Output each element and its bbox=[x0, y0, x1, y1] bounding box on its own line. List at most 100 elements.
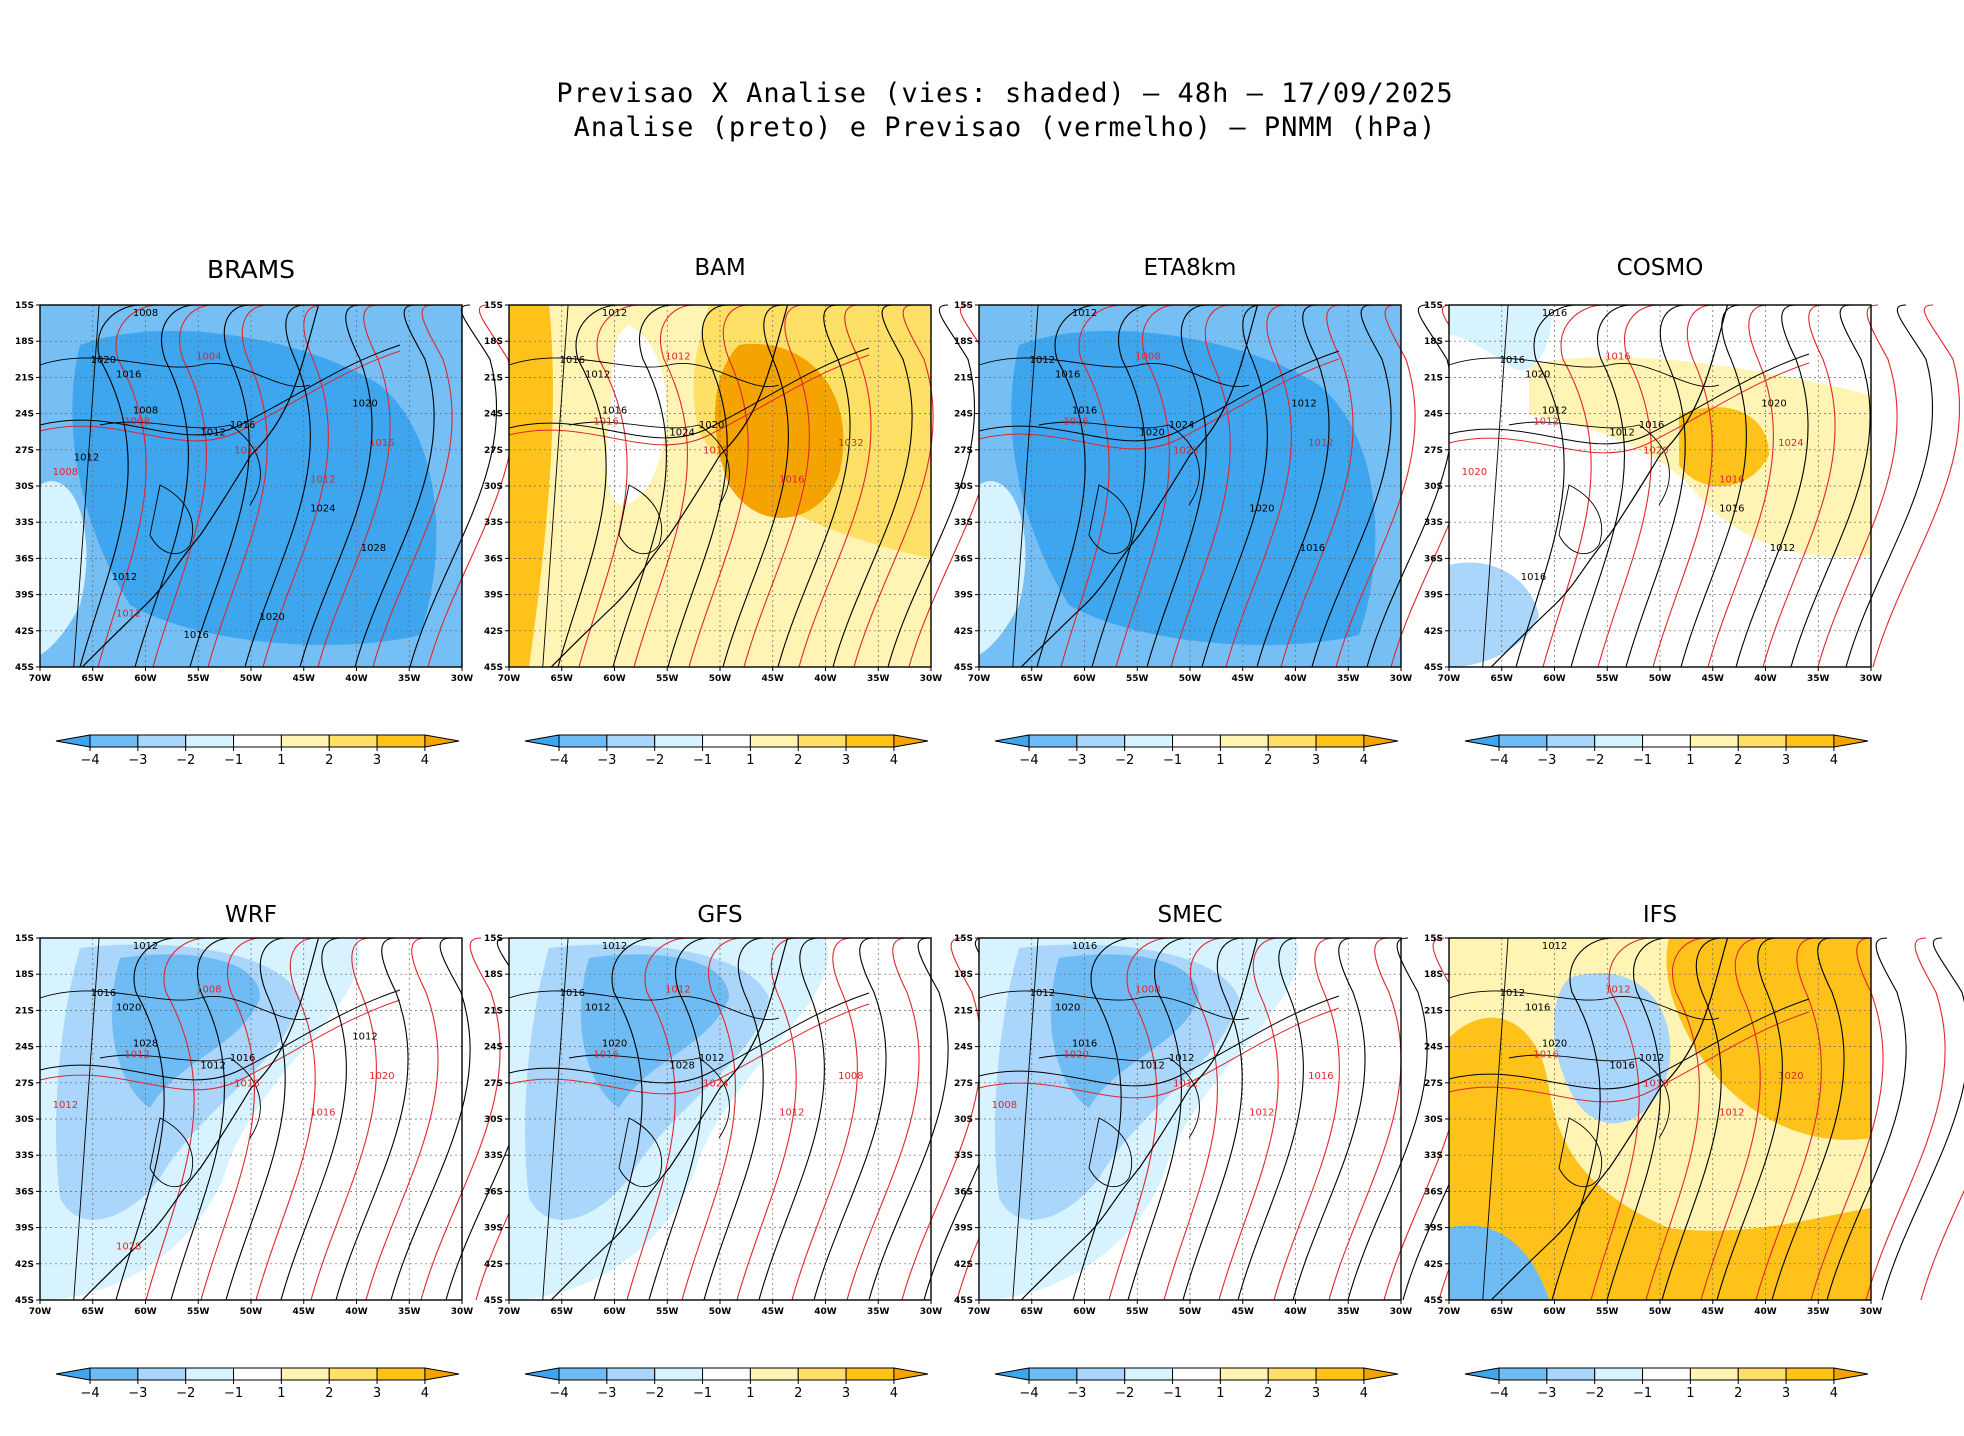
colorbar-tick-label: 2 bbox=[325, 753, 333, 768]
colorbar-segment bbox=[89, 734, 139, 748]
colorbar-tick-label: 4 bbox=[421, 753, 429, 768]
colorbar-segment bbox=[749, 734, 799, 748]
colorbar-tick-label: −3 bbox=[1067, 1386, 1086, 1401]
lon-tick-label: 30W bbox=[920, 1307, 943, 1317]
colorbar-tick-label: 3 bbox=[1312, 1386, 1320, 1401]
colorbar-segment bbox=[702, 734, 751, 748]
colorbar-tick-label: 3 bbox=[1312, 753, 1320, 768]
analysis-contour-label: 1016 bbox=[1072, 406, 1097, 417]
forecast-contour-label: 1012 bbox=[124, 1049, 149, 1060]
colorbar-tick-label: −4 bbox=[80, 753, 99, 768]
colorbar-tick-label: 3 bbox=[373, 1386, 381, 1401]
colorbar-segment bbox=[1642, 734, 1691, 748]
lat-tick-label: 30S bbox=[484, 482, 503, 492]
analysis-contour-label: 1012 bbox=[112, 572, 137, 583]
forecast-contour-label: 1016 bbox=[1308, 1071, 1333, 1082]
lat-tick-label: 39S bbox=[954, 1224, 973, 1234]
colorbar-tick-label: −2 bbox=[1115, 753, 1134, 768]
map-panel-ifs: 1012101210161020101610121012101610161020… bbox=[1424, 934, 1964, 1317]
analysis-contour-label: 1024 bbox=[1169, 420, 1194, 431]
lat-tick-label: 30S bbox=[15, 482, 34, 492]
analysis-contour-label: 1020 bbox=[1139, 427, 1164, 438]
analysis-contour-label: 1012 bbox=[699, 1053, 724, 1064]
lon-tick-label: 45W bbox=[293, 1307, 316, 1317]
lon-tick-label: 55W bbox=[1126, 1307, 1149, 1317]
colorbar-tick-label: −4 bbox=[1489, 1386, 1508, 1401]
lat-tick-label: 24S bbox=[954, 1043, 973, 1053]
lat-tick-label: 24S bbox=[15, 1043, 34, 1053]
lat-tick-label: 42S bbox=[484, 1260, 503, 1270]
colorbar-tick-label: −4 bbox=[549, 753, 568, 768]
lat-tick-label: 15S bbox=[1424, 301, 1443, 311]
colorbar-segment bbox=[558, 734, 608, 748]
colorbar-tick-label: 4 bbox=[1830, 753, 1838, 768]
figure-title-line-1: Previsao X Analise (vies: shaded) — 48h … bbox=[556, 78, 1454, 109]
lon-tick-label: 50W bbox=[1179, 674, 1202, 684]
colorbar-tick-label: 1 bbox=[746, 753, 754, 768]
lat-tick-label: 27S bbox=[15, 446, 34, 456]
analysis-contour-label: 1012 bbox=[585, 1002, 610, 1013]
lon-tick-label: 60W bbox=[134, 1307, 157, 1317]
panel-title-cosmo: COSMO bbox=[1616, 255, 1704, 281]
analysis-contours bbox=[508, 304, 976, 668]
colorbar-segment bbox=[1124, 734, 1174, 748]
analysis-contour-label: 1016 bbox=[183, 630, 208, 641]
lon-tick-label: 60W bbox=[1543, 1307, 1566, 1317]
analysis-contour-label: 1012 bbox=[1639, 1053, 1664, 1064]
colorbar-tick-label: −4 bbox=[80, 1386, 99, 1401]
analysis-contour-label: 1016 bbox=[1719, 503, 1744, 514]
colorbar-tick-label: 1 bbox=[1686, 753, 1694, 768]
lon-tick-label: 65W bbox=[551, 1307, 574, 1317]
lon-tick-label: 55W bbox=[187, 1307, 210, 1317]
colorbar-tick-label: −3 bbox=[597, 1386, 616, 1401]
lat-tick-label: 36S bbox=[1424, 1187, 1443, 1197]
lon-tick-label: 65W bbox=[82, 674, 105, 684]
analysis-contour-label: 1012 bbox=[1770, 543, 1795, 554]
colorbar-tick-label: −3 bbox=[1067, 753, 1086, 768]
forecast-contour-label: 1004 bbox=[196, 351, 221, 362]
lat-tick-label: 15S bbox=[15, 934, 34, 944]
lat-tick-label: 36S bbox=[954, 554, 973, 564]
lat-tick-label: 33S bbox=[1424, 1151, 1443, 1161]
colorbar-segment bbox=[233, 734, 282, 748]
analysis-contour-label: 1012 bbox=[74, 453, 99, 464]
analysis-contour-label: 1024 bbox=[310, 503, 335, 514]
colorbar-segment bbox=[1689, 1367, 1739, 1381]
colorbar-segment bbox=[233, 1367, 282, 1381]
analysis-contour-label: 1028 bbox=[669, 1060, 694, 1071]
lon-tick-label: 60W bbox=[1543, 674, 1566, 684]
lon-tick-label: 70W bbox=[968, 1307, 991, 1317]
lat-tick-label: 45S bbox=[15, 663, 34, 673]
colorbar-segment bbox=[1124, 1367, 1174, 1381]
colorbar-tick-label: 1 bbox=[1216, 753, 1224, 768]
colorbar-wrf: −4 −3 −2 −1 1 2 3 4 bbox=[55, 1367, 460, 1401]
lat-tick-label: 36S bbox=[15, 554, 34, 564]
lat-tick-label: 24S bbox=[1424, 1043, 1443, 1053]
lat-tick-label: 18S bbox=[1424, 337, 1443, 347]
forecast-contours bbox=[1448, 937, 1964, 1301]
lat-tick-label: 24S bbox=[484, 1043, 503, 1053]
analysis-contour-label: 1012 bbox=[602, 308, 627, 319]
forecast-contour-label: 1016 bbox=[593, 416, 618, 427]
lon-tick-label: 70W bbox=[968, 674, 991, 684]
map-panel-brams: 1008102010161008101210161020102410281012… bbox=[15, 301, 516, 684]
panel-title-wrf: WRF bbox=[225, 902, 277, 928]
lat-tick-label: 45S bbox=[1424, 663, 1443, 673]
lat-tick-label: 30S bbox=[954, 1115, 973, 1125]
lon-tick-label: 60W bbox=[603, 674, 626, 684]
forecast-contour-label: 1012 bbox=[665, 351, 690, 362]
lat-tick-label: 42S bbox=[1424, 627, 1443, 637]
colorbar-tick-label: −4 bbox=[549, 1386, 568, 1401]
analysis-contour-label: 1020 bbox=[352, 398, 377, 409]
colorbar-segment bbox=[797, 734, 847, 748]
lat-tick-label: 45S bbox=[484, 663, 503, 673]
lat-tick-label: 45S bbox=[954, 1296, 973, 1306]
lon-tick-label: 70W bbox=[498, 674, 521, 684]
coastline-borders bbox=[978, 304, 1259, 668]
lon-tick-label: 70W bbox=[1438, 1307, 1461, 1317]
colorbar-segment bbox=[1642, 1367, 1691, 1381]
analysis-contour-label: 1016 bbox=[1072, 941, 1097, 952]
colorbar-tick-label: 4 bbox=[1360, 753, 1368, 768]
colorbar-segment bbox=[749, 1367, 799, 1381]
lon-tick-label: 70W bbox=[29, 1307, 52, 1317]
